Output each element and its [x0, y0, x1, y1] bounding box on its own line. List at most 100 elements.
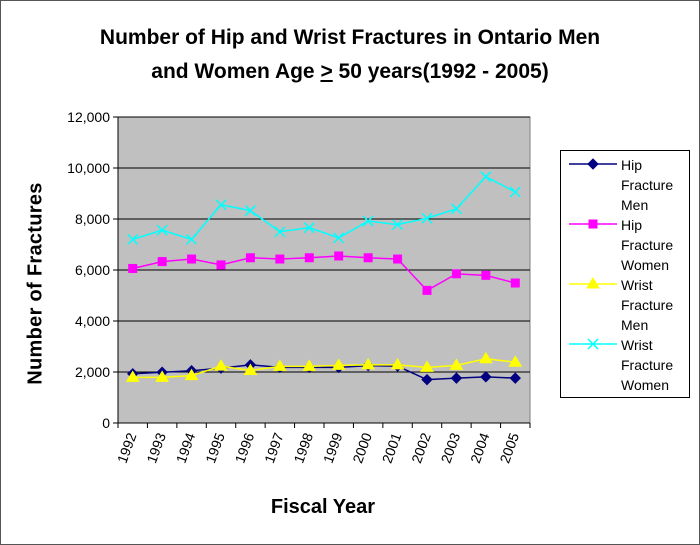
series-4-point [480, 171, 492, 183]
legend-symbol [587, 338, 599, 350]
series-1-point [421, 373, 433, 386]
series-4-point-stroke [450, 203, 462, 215]
y-tick-label: 8,000 [75, 211, 110, 227]
series-4-point-stroke [362, 215, 374, 227]
series-4-point [244, 205, 256, 217]
series-2-point [216, 260, 226, 270]
legend-item: Hip Fracture Women [561, 215, 689, 275]
title-line2-pre: and Women Age [151, 60, 321, 83]
series-3-point [125, 370, 140, 382]
x-tick-label: 2004 [467, 430, 493, 465]
series-4-point [274, 226, 286, 238]
legend-label-line: Fracture [621, 357, 674, 373]
series-2-point [275, 254, 285, 264]
x-tick-label: 1994 [173, 430, 199, 465]
legend-symbol [588, 219, 598, 229]
series-2-point [304, 253, 314, 263]
legend-label: Wrist Fracture Men [621, 275, 685, 335]
legend-label-line: Fracture [621, 177, 674, 193]
series-2-point [128, 263, 138, 273]
series-4-point [156, 224, 168, 236]
series-3-point [361, 357, 376, 370]
series-3-point [420, 360, 434, 372]
series-3-point [155, 370, 170, 382]
series-4-point [186, 233, 198, 245]
series-2-point [363, 253, 373, 263]
legend-label: Wrist Fracture Women [621, 335, 685, 395]
legend-marker [569, 277, 617, 289]
series-4-point-stroke [127, 233, 139, 245]
series-3-point [243, 363, 258, 375]
series-2-point [245, 253, 255, 263]
series-3-point [478, 351, 493, 364]
legend-item: Wrist Fracture Women [561, 335, 689, 395]
x-tick-label: 2003 [438, 430, 464, 465]
legend-marker [569, 338, 617, 350]
x-axis-label: Fiscal Year [270, 496, 376, 518]
legend-marker [569, 158, 617, 170]
y-tick-label: 2,000 [75, 364, 110, 380]
series-4-point [450, 203, 462, 215]
legend-label: Hip Fracture Women [621, 215, 685, 275]
series-2-point [187, 254, 197, 264]
series-4-point-stroke [421, 212, 433, 224]
legend-label-line: Men [621, 197, 649, 213]
series-4-point-stroke [392, 219, 404, 231]
series-3-point [184, 368, 199, 381]
legend-label-line: Fracture [621, 297, 674, 313]
x-tick-label: 2000 [349, 430, 375, 465]
x-tick-label: 1997 [261, 430, 287, 465]
series-3-point [508, 355, 523, 367]
legend-label-line: Hip [621, 157, 643, 173]
y-tick-label: 0 [102, 415, 110, 431]
series-4-point-stroke [156, 224, 168, 236]
x-tick-label: 2001 [379, 430, 405, 465]
series-2-point [334, 251, 344, 261]
series-4-point [303, 222, 315, 234]
series-line-2 [132, 255, 516, 292]
title-line2-post: 50 years(1992 - 2005) [332, 60, 549, 83]
legend-symbol [587, 158, 599, 170]
legend-label-line: Wrist [621, 337, 653, 353]
series-line-3 [132, 357, 516, 379]
series-4-point [127, 233, 139, 245]
x-tick-label: 1993 [143, 430, 169, 465]
title-line2-symbol: > [320, 60, 333, 83]
y-tick-label: 10,000 [67, 160, 110, 176]
series-4-point [362, 215, 374, 227]
series-2-point [157, 257, 167, 267]
series-4-point-stroke [303, 222, 315, 234]
legend-symbol [586, 277, 600, 289]
series-4-point-stroke [480, 171, 492, 183]
legend-item: Hip Fracture Men [561, 155, 689, 215]
legend-marker [569, 219, 617, 229]
series-4-point [333, 232, 345, 244]
y-tick-label: 4,000 [75, 313, 110, 329]
legend-symbol-stroke [587, 338, 599, 350]
y-axis-label: Number of Fractures [24, 182, 47, 385]
legend-label-line: Women [621, 377, 669, 393]
legend-label-line: Wrist [621, 277, 653, 293]
series-4-point-stroke [333, 232, 345, 244]
x-tick-label: 1998 [290, 430, 316, 465]
series-4-point [215, 199, 227, 211]
series-4-point [509, 186, 521, 198]
series-2-point [422, 285, 432, 295]
series-2-point [481, 270, 491, 280]
legend-label-line: Men [621, 317, 649, 333]
series-2-point [510, 278, 520, 288]
series-1-point [450, 372, 463, 384]
series-3-point [302, 359, 317, 371]
y-tick-label: 6,000 [75, 262, 110, 278]
x-tick-label: 2002 [408, 430, 434, 465]
series-3-point [449, 358, 464, 370]
series-line-4 [132, 175, 516, 241]
series-2-point [393, 254, 403, 264]
legend-item: Wrist Fracture Men [561, 275, 689, 335]
legend-label-line: Women [621, 257, 669, 273]
y-tick-label: 12,000 [67, 109, 110, 125]
x-tick-label: 1996 [232, 430, 258, 465]
series-1-point [509, 372, 521, 384]
x-tick-label: 1995 [202, 430, 228, 465]
